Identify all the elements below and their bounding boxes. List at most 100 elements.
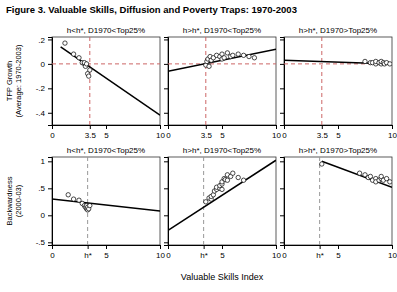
y-tick: -.4 <box>36 109 52 118</box>
point <box>222 56 226 60</box>
tick-label: 0 <box>50 131 55 140</box>
x-tick: h* <box>316 245 324 260</box>
y-tick <box>280 88 284 89</box>
panel: 0h*510h>h*, D1970>Top25% <box>280 146 397 260</box>
point <box>231 53 235 57</box>
point <box>247 54 251 58</box>
tick-mark <box>164 64 168 65</box>
x-tick: 5 <box>336 125 341 140</box>
y-tick <box>280 161 284 162</box>
tick-mark <box>322 125 323 129</box>
tick-mark <box>280 88 284 89</box>
y-tick <box>164 242 168 243</box>
y-tick: .5 <box>38 184 52 193</box>
tick-label: 3.5 <box>317 131 329 140</box>
y-axis <box>164 38 169 126</box>
tick-label: 0 <box>282 251 287 260</box>
tick-mark <box>164 113 168 114</box>
plot-frame <box>52 37 160 125</box>
regression-line <box>61 47 160 115</box>
x-tick: 5 <box>336 245 341 260</box>
y-tick <box>164 64 168 65</box>
tick-mark <box>276 125 277 129</box>
tick-label: 10 <box>156 131 165 140</box>
tick-mark <box>164 88 168 89</box>
panel: 0 3.5 5 10 h>h*, D1970<Top25% <box>164 26 281 140</box>
axis-line <box>164 38 169 126</box>
plot-frame <box>52 157 160 245</box>
tick-mark <box>280 215 284 216</box>
x-tick: 3.5 <box>201 125 213 140</box>
tick-mark <box>48 88 52 89</box>
tick-label: 5 <box>104 251 109 260</box>
y-tick <box>164 161 168 162</box>
y-tick: .2 <box>38 36 52 45</box>
tick-label: 5 <box>104 131 109 140</box>
y-tick <box>280 188 284 189</box>
point <box>225 178 229 182</box>
x-tick: 10 <box>156 245 165 260</box>
point <box>207 64 211 68</box>
tick-mark <box>164 215 168 216</box>
point <box>66 193 70 197</box>
tick-label: 0 <box>41 60 46 69</box>
tick-mark <box>164 188 168 189</box>
tick-label: 5 <box>220 251 225 260</box>
panel: 03.5510-.4-.20.2h<h*, D1970<Top25% <box>36 26 166 140</box>
y-tick <box>280 113 284 114</box>
tick-label: 0 <box>50 251 55 260</box>
point <box>236 175 240 179</box>
y-axis <box>280 158 285 246</box>
tick-mark <box>338 125 339 129</box>
x-tick: 3.5 <box>317 125 329 140</box>
tick-mark <box>164 39 168 40</box>
x-axis: 0 3.5 5 10 <box>166 125 281 140</box>
point <box>84 62 88 66</box>
axis-line <box>53 126 161 130</box>
tick-label: 3.5 <box>85 131 97 140</box>
x-axis: 0h*510 <box>50 245 165 260</box>
point <box>363 59 367 63</box>
title: Figure 3. Valuable Skills, Diffusion and… <box>6 4 297 15</box>
y-tick <box>164 88 168 89</box>
point <box>77 56 81 60</box>
tick-mark <box>88 245 89 249</box>
tick-mark <box>392 245 393 249</box>
point <box>225 51 229 55</box>
x-tick: 0 <box>282 125 287 140</box>
tick-label: 1 <box>41 157 46 166</box>
tick-mark <box>48 161 52 162</box>
tick-mark <box>392 125 393 129</box>
y-axis-title-line: (2000-03) <box>14 184 23 217</box>
tick-label: 10 <box>272 131 281 140</box>
y-tick: 0 <box>41 60 52 69</box>
tick-mark <box>160 125 161 129</box>
tick-label: .2 <box>38 36 45 45</box>
tick-label: 3.5 <box>201 131 213 140</box>
panel-title: h>h*, D1970<Top25% <box>183 26 261 35</box>
x-tick: 5 <box>104 245 109 260</box>
y-tick <box>164 188 168 189</box>
y-tick: 1 <box>41 157 52 166</box>
y-tick <box>280 242 284 243</box>
axis-line <box>285 246 393 250</box>
tick-label: 10 <box>156 251 165 260</box>
regression-line <box>52 199 160 211</box>
reference-line <box>52 63 160 64</box>
x-tick: 5 <box>220 125 225 140</box>
tick-label: 0 <box>282 131 287 140</box>
tick-label: 0 <box>166 131 171 140</box>
tick-mark <box>280 39 284 40</box>
reference-line <box>89 37 90 125</box>
reference-line <box>87 157 88 245</box>
regression-line <box>168 160 276 230</box>
x-tick: 10 <box>272 245 281 260</box>
point <box>320 162 324 166</box>
y-tick <box>280 215 284 216</box>
point <box>88 68 92 72</box>
plot-area <box>284 37 392 125</box>
x-axis-title: Valuable Skills Index <box>181 272 264 282</box>
tick-mark <box>164 161 168 162</box>
axis-line <box>164 158 169 246</box>
y-tick: 0 <box>41 211 52 220</box>
